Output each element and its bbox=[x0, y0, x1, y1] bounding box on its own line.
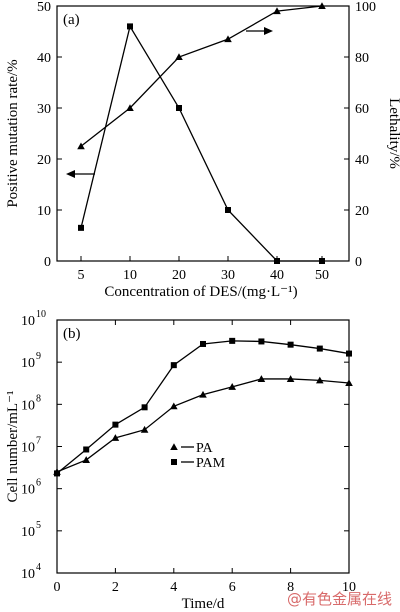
panel-b-x-tick-label: 6 bbox=[229, 580, 236, 595]
watermark: @有色金属在线 bbox=[287, 590, 392, 608]
panel-a-series-1-point bbox=[225, 207, 231, 213]
panel-a-left-tick-label: 0 bbox=[44, 255, 51, 270]
panel-b-y-tick-label-base: 10 bbox=[21, 441, 35, 456]
panel-b-x-tick-label: 4 bbox=[170, 580, 177, 595]
panel-a-left-tick-label: 40 bbox=[37, 51, 51, 66]
panel-a-left-tick-label: 30 bbox=[37, 102, 51, 117]
panel-a-left-axis-title: Positive mutation rate/% bbox=[5, 59, 21, 207]
panel-a-arrow-to-right-axis-head bbox=[264, 27, 273, 35]
panel-a-series-1-point bbox=[274, 258, 280, 264]
panel-b-x-axis-title: Time/d bbox=[182, 596, 225, 612]
panel-b-series-PAM-point bbox=[83, 446, 90, 453]
panel-a-series-0-point bbox=[273, 7, 281, 15]
panel-b-series-PAM-point bbox=[200, 340, 206, 347]
panel-b-legend-label-PA: PA bbox=[196, 441, 214, 456]
panel-b-x-tick-label: 2 bbox=[112, 580, 119, 595]
panel-b-y-tick-label-exponent: 9 bbox=[36, 351, 41, 362]
panel-b-y-tick-label-base: 10 bbox=[21, 567, 35, 582]
panel-a-x-tick-label: 50 bbox=[315, 268, 329, 283]
panel-a-x-axis-title: Concentration of DES/(mg·L⁻¹) bbox=[104, 284, 297, 300]
panel-b-series-PA-point bbox=[199, 390, 207, 398]
panel-a-x-tick-label: 40 bbox=[270, 268, 284, 283]
panel-b-x-tick-label: 8 bbox=[287, 580, 294, 595]
panel-a-left-tick-label: 50 bbox=[37, 0, 51, 15]
panel-b-y-tick-label-exponent: 10 bbox=[36, 309, 46, 320]
panel-a-right-tick-label: 0 bbox=[355, 255, 362, 270]
panel-a-right-tick-label: 40 bbox=[355, 153, 369, 168]
panel-a-x-tick-label: 30 bbox=[221, 268, 235, 283]
panel-a-arrow-to-left-axis bbox=[66, 170, 95, 178]
panel-b-label: (b) bbox=[63, 326, 81, 342]
panel-b-series-PA-point bbox=[286, 375, 295, 382]
panel-a-left-tick-label: 10 bbox=[37, 204, 51, 219]
panel-a-mutation-lethality-chart: 0 10 20 30 40 50 0 20 40 60 80 100 5 10 20 30 40 50 Concen… bbox=[5, 0, 400, 300]
panel-a-series-1-point bbox=[127, 23, 133, 30]
panel-a-right-tick-label: 20 bbox=[355, 204, 369, 219]
panel-a-right-tick-label: 60 bbox=[355, 102, 369, 117]
panel-b-x-tick-label: 10 bbox=[342, 580, 356, 595]
panel-b-series-PA-point bbox=[345, 379, 353, 387]
panel-b-legend-label-PAM: PAM bbox=[196, 456, 226, 471]
panel-a-series-1-point bbox=[78, 224, 84, 231]
panel-b-x-tick-label: 0 bbox=[54, 580, 61, 595]
panel-a-series-0-point bbox=[126, 104, 134, 111]
panel-a-frame bbox=[56, 5, 350, 262]
panel-b-y-tick-label-exponent: 5 bbox=[36, 520, 41, 531]
panel-b-legend-marker-PAM bbox=[171, 459, 177, 465]
panel-b-series-PAM-point bbox=[141, 404, 148, 411]
panel-b-y-tick-label-exponent: 4 bbox=[36, 562, 41, 573]
panel-b-y-tick-label-base: 10 bbox=[21, 314, 35, 329]
panel-a-x-tick-label: 20 bbox=[172, 268, 186, 283]
panel-a-label: (a) bbox=[63, 12, 80, 28]
panel-b-series-PAM-point bbox=[258, 338, 265, 345]
panel-b-series-PA-point bbox=[140, 425, 149, 433]
panel-a-arrow-to-right-axis bbox=[246, 27, 273, 35]
panel-b-y-axis-title: Cell number/mL⁻¹ bbox=[5, 391, 21, 503]
panel-b-series-PA-point bbox=[228, 383, 236, 390]
panel-b-y-tick-label-exponent: 6 bbox=[36, 478, 41, 489]
panel-a-series-1-point bbox=[319, 258, 325, 264]
panel-b-series-PA-point bbox=[82, 456, 90, 463]
panel-a-left-tick-label: 20 bbox=[37, 153, 51, 168]
panel-a-series-0-point bbox=[77, 142, 85, 150]
panel-b-y-tick-label-base: 10 bbox=[21, 398, 35, 413]
panel-b-series-PAM-point bbox=[287, 341, 294, 348]
panel-b-y-tick-label-base: 10 bbox=[21, 356, 35, 371]
panel-b-y-tick-label-base: 10 bbox=[21, 525, 35, 540]
panel-b-series-PA-point bbox=[111, 434, 120, 441]
panel-a-series-0-point bbox=[175, 53, 183, 60]
panel-b-y-tick-label-exponent: 7 bbox=[36, 436, 41, 447]
panel-b-legend-marker-PA bbox=[170, 443, 178, 450]
panel-b-series-PAM-point bbox=[170, 362, 177, 369]
panel-a-series-0-line bbox=[80, 5, 323, 147]
panel-a-x-tick-label: 10 bbox=[123, 268, 137, 283]
panel-a-x-tick-label: 5 bbox=[78, 268, 85, 283]
panel-b-series-PAM-point bbox=[54, 470, 60, 477]
panel-a-series-0-point bbox=[224, 35, 232, 43]
panel-b-series-PA-point bbox=[257, 375, 266, 382]
panel-b-series-PAM-point bbox=[346, 350, 352, 357]
panel-b-series-PAM-point bbox=[229, 337, 236, 344]
panel-a-series-1-point bbox=[176, 105, 182, 111]
panel-b-series-PAM-point bbox=[112, 421, 119, 428]
panel-a-series-0-point bbox=[318, 2, 326, 10]
panel-a-right-tick-label: 80 bbox=[355, 51, 369, 66]
panel-b-series-PAM-point bbox=[316, 345, 323, 352]
panel-a-arrow-to-left-axis-head bbox=[66, 170, 75, 178]
panel-b-y-tick-label-exponent: 8 bbox=[36, 393, 41, 404]
panel-a-right-tick-label: 100 bbox=[355, 0, 376, 15]
panel-b-y-tick-label-base: 10 bbox=[21, 483, 35, 498]
panel-a-right-axis-title: Lethality/% bbox=[386, 98, 400, 169]
panel-b-series-PA-point bbox=[316, 376, 324, 384]
panel-b-series-PA-point bbox=[170, 402, 178, 410]
panel-a-series-1-line bbox=[80, 24, 322, 262]
